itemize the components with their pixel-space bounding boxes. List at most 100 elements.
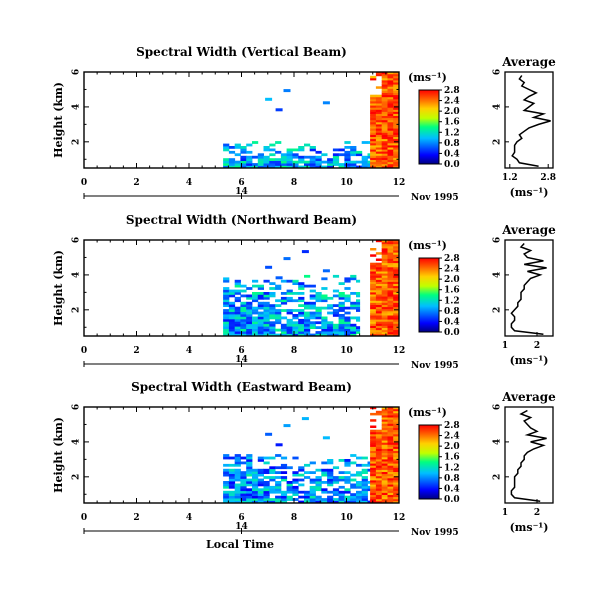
heatmap-cell xyxy=(387,254,394,257)
heatmap-cell xyxy=(286,299,293,303)
heatmap-cell xyxy=(257,153,264,157)
heatmap-cell xyxy=(375,450,383,454)
heatmap-cell xyxy=(246,459,253,462)
heatmap-cell xyxy=(387,417,394,420)
heatmap-cell xyxy=(223,158,230,161)
heatmap-cell xyxy=(228,478,236,482)
heatmap-cell xyxy=(223,160,230,164)
heatmap-cell xyxy=(387,241,394,245)
heatmap-cell xyxy=(234,289,241,293)
colorbar-unit-label: (ms⁻¹) xyxy=(408,71,447,84)
heatmap-cell xyxy=(344,328,351,332)
heatmap-cell xyxy=(309,500,316,504)
heatmap-cell xyxy=(257,292,264,295)
heatmap-cell xyxy=(298,148,305,152)
heatmap-cell xyxy=(344,500,351,504)
heatmap-cell xyxy=(315,155,322,159)
heatmap-cell xyxy=(375,142,383,146)
heatmap-cell xyxy=(257,328,264,332)
heatmap-cell xyxy=(375,113,383,116)
heatmap-cell xyxy=(269,304,276,307)
heatmap-cell xyxy=(315,498,322,501)
x-tick-label: 12 xyxy=(393,346,406,356)
heatmap-cell xyxy=(234,333,241,337)
heatmap-cell xyxy=(280,158,288,161)
heatmap-cell xyxy=(370,75,377,79)
heatmap-cell xyxy=(298,500,305,504)
heatmap-cell xyxy=(375,153,383,156)
heatmap-cell xyxy=(275,108,283,112)
heatmap-cell xyxy=(393,289,400,293)
heatmap-cell xyxy=(338,316,345,320)
average-xlabel: (ms⁻¹) xyxy=(510,521,549,534)
heatmap-cell xyxy=(370,300,377,303)
colorbar-tick-label: 1.2 xyxy=(444,128,460,138)
heatmap-cell xyxy=(283,257,291,261)
heatmap-cell xyxy=(344,463,351,467)
heatmap-cell xyxy=(234,495,241,499)
heatmap-cell xyxy=(393,128,400,131)
heatmap-cell xyxy=(381,490,388,493)
heatmap-cell xyxy=(252,311,259,315)
heatmap-cell xyxy=(234,471,241,474)
heatmap-cell xyxy=(309,461,316,465)
heatmap-cell xyxy=(387,142,394,146)
heatmap-cell xyxy=(381,433,388,437)
heatmap-cell xyxy=(280,153,288,157)
heatmap-cell xyxy=(387,243,394,247)
heatmap-cell xyxy=(298,321,305,325)
heatmap-cell xyxy=(381,142,388,146)
heatmap-cell xyxy=(375,105,383,108)
heatmap-cell xyxy=(234,309,241,312)
x-tick-label: 8 xyxy=(291,513,297,523)
heatmap-cell xyxy=(350,323,357,327)
heatmap-cell xyxy=(381,98,388,102)
heatmap-cell xyxy=(393,84,400,87)
heatmap-cell xyxy=(315,488,322,492)
heatmap-cell xyxy=(375,412,383,416)
heatmap-cell xyxy=(315,331,322,334)
heatmap-cell xyxy=(356,471,363,474)
heatmap-cell xyxy=(228,493,236,496)
heatmap-cell xyxy=(375,258,383,261)
heatmap-cell xyxy=(298,483,305,487)
heatmap-cell xyxy=(327,476,334,479)
heatmap-cell xyxy=(265,265,273,269)
heatmap-cell xyxy=(393,423,400,426)
heatmap-cell xyxy=(381,300,388,303)
heatmap-cell xyxy=(393,467,400,470)
heatmap-cell xyxy=(344,476,351,479)
heatmap-cell xyxy=(375,109,383,112)
heatmap-cell xyxy=(370,477,377,481)
heatmap-cell xyxy=(344,163,351,166)
heatmap-cell xyxy=(393,262,400,266)
heatmap-cell xyxy=(228,323,236,327)
panel-title: Spectral Width (Eastward Beam) xyxy=(131,380,352,394)
heatmap-cell xyxy=(375,145,383,148)
heatmap-cell xyxy=(393,421,400,424)
heatmap-cell xyxy=(280,466,288,470)
heatmap-cell xyxy=(381,262,388,266)
heatmap-cell xyxy=(393,313,400,316)
heatmap-cell xyxy=(298,478,305,482)
heatmap-cell xyxy=(387,467,394,470)
heatmap-cell xyxy=(240,456,247,460)
heatmap-cell xyxy=(393,450,400,454)
heatmap-cell xyxy=(275,158,282,161)
heatmap-cell xyxy=(223,481,230,484)
heatmap-cell xyxy=(228,500,236,504)
heatmap-cell xyxy=(344,461,351,465)
heatmap-cell xyxy=(246,311,253,315)
heatmap-cell xyxy=(298,468,305,472)
heatmap-cell xyxy=(387,287,394,291)
heatmap-cell xyxy=(269,331,276,334)
heatmap-cell xyxy=(381,313,388,316)
heatmap-cell xyxy=(275,160,282,164)
heatmap-cell xyxy=(298,323,305,327)
heatmap-cell xyxy=(381,444,388,447)
heatmap-cell xyxy=(381,406,388,410)
average-y-tick-label: 4 xyxy=(493,104,503,110)
heatmap-cell xyxy=(240,306,247,310)
heatmap-cell xyxy=(257,306,264,310)
heatmap-cell xyxy=(387,151,394,154)
